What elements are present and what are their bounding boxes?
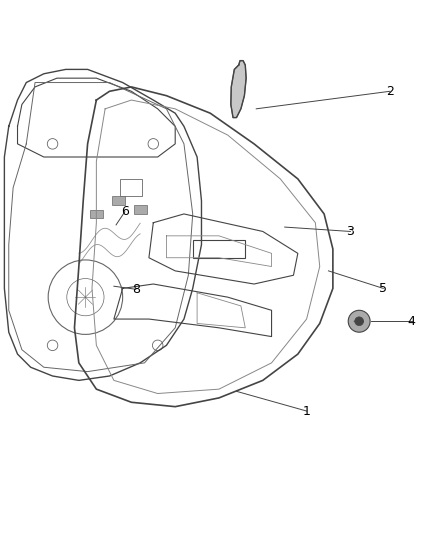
Text: 8: 8 [132,283,140,296]
Text: 4: 4 [408,315,416,328]
Text: 6: 6 [121,205,129,218]
Text: 5: 5 [379,282,387,295]
Bar [134,205,147,214]
Bar [193,240,245,258]
Text: 3: 3 [346,225,354,238]
Circle shape [152,340,163,351]
Text: 2: 2 [386,85,394,98]
Circle shape [47,139,58,149]
Circle shape [348,310,370,332]
Text: 1: 1 [303,405,311,417]
Circle shape [148,139,159,149]
Bar [90,209,103,219]
Circle shape [355,317,364,326]
Circle shape [47,340,58,351]
Bar [112,197,125,205]
Polygon shape [231,61,246,118]
Bar [120,179,142,197]
